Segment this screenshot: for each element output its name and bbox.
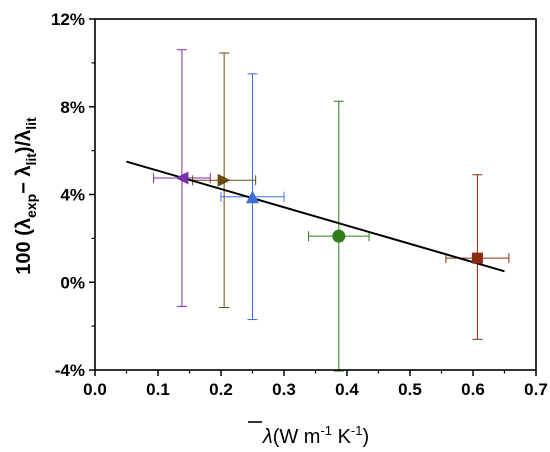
y-axis-label: 100 (λexp− λlit)/λlit bbox=[13, 117, 39, 275]
error-bars bbox=[153, 49, 510, 372]
x-tick-label: 0.0 bbox=[83, 380, 107, 399]
y-tick-label: 4% bbox=[60, 186, 85, 205]
x-axis-label: λ(W m-1 K-1) bbox=[262, 423, 369, 448]
x-tick-label: 0.4 bbox=[335, 380, 359, 399]
y-tick-label: 8% bbox=[60, 98, 85, 117]
x-tick-label: 0.1 bbox=[146, 380, 170, 399]
fit-line bbox=[126, 160, 505, 273]
axes: 0.0 0.1 0.2 0.3 0.4 0.5 0.6 0.7 -4% 0% 4% 8% 12% bbox=[51, 10, 548, 399]
data-point bbox=[175, 171, 189, 185]
x-tick-label: 0.7 bbox=[524, 380, 548, 399]
data-point bbox=[217, 173, 231, 187]
y-tick-label: 12% bbox=[51, 10, 85, 29]
y-tick-label: 0% bbox=[60, 273, 85, 292]
data-point bbox=[332, 229, 346, 243]
plot-frame bbox=[94, 18, 537, 371]
x-tick-label: 0.3 bbox=[272, 380, 296, 399]
x-axis-symbol: λ bbox=[262, 426, 273, 448]
data-point bbox=[246, 190, 259, 204]
x-tick-label: 0.6 bbox=[461, 380, 485, 399]
y-tick-label: -4% bbox=[55, 361, 85, 380]
fit-line-group bbox=[126, 160, 505, 273]
x-tick-label: 0.2 bbox=[209, 380, 233, 399]
data-point bbox=[471, 252, 483, 264]
x-tick-label: 0.5 bbox=[398, 380, 422, 399]
data-points bbox=[175, 171, 483, 264]
